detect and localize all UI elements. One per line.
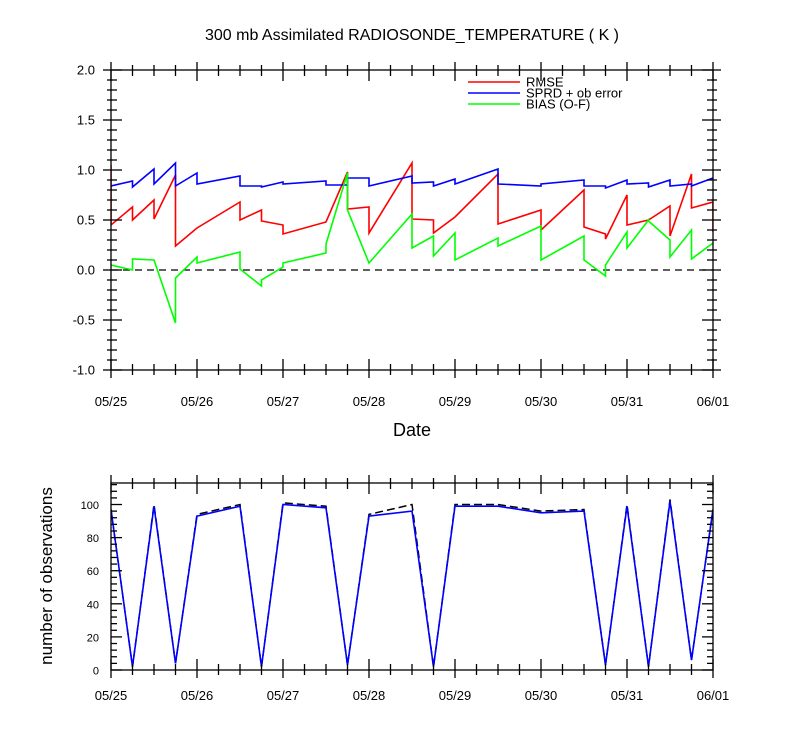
legend-label-bias-o-f: BIAS (O-F) [526,97,590,112]
y-tick-label: 0.5 [77,213,95,228]
x-tick-label: 05/30 [525,688,558,703]
y-tick-label: 1.5 [77,113,95,128]
x-tick-label: 05/28 [353,394,386,409]
x-axis-label: Date [393,420,431,440]
x-tick-label: 05/27 [267,688,300,703]
x-tick-label: 05/26 [181,394,214,409]
y-tick-label: 0 [93,666,99,678]
legend-label-rmse: RMSE [526,75,564,90]
y-tick-label: 20 [87,632,99,644]
x-tick-label: 05/25 [95,688,128,703]
x-tick-label: 05/29 [439,688,472,703]
y-tick-label: -1.0 [73,363,95,378]
y-tick-label: 0.0 [77,263,95,278]
x-tick-label: 05/30 [525,394,558,409]
y-tick-label: 80 [87,533,99,545]
y-tick-label: 2.0 [77,63,95,78]
y-axis-label: number of observations [37,487,56,665]
chart-title: 300 mb Assimilated RADIOSONDE_TEMPERATUR… [205,27,619,44]
legend-label-sprd-ob-error: SPRD + ob error [526,86,623,101]
x-tick-label: 05/28 [353,688,386,703]
x-tick-label: 05/31 [611,394,644,409]
y-tick-label: -0.5 [73,313,95,328]
series-line-bias-o-f [111,172,713,324]
y-tick-label: 60 [87,566,99,578]
x-tick-label: 06/01 [697,394,730,409]
x-tick-label: 05/25 [95,394,128,409]
series-group [111,499,713,667]
bottom-plot: 05/25 05/26 05/27 05/28 05/29 05/30 05/31 06/01… [81,475,730,703]
x-tick-label: 06/01 [697,688,730,703]
series-line-sprd-ob-error [111,161,713,190]
y-tick-label: 40 [87,599,99,611]
x-tick-label: 05/27 [267,394,300,409]
x-tick-label: 05/26 [181,688,214,703]
series-group [111,160,713,324]
x-tick-label: 05/29 [439,394,472,409]
x-tick-label: 05/31 [611,688,644,703]
series-line-possible [111,499,713,667]
series-line-rmse [111,160,713,248]
series-line-used [111,501,713,667]
y-tick-label: 100 [81,500,99,512]
top-plot: 05/25 05/26 05/27 05/28 05/29 05/30 05/31 06/01… [73,62,730,409]
y-tick-label: 1.0 [77,163,95,178]
